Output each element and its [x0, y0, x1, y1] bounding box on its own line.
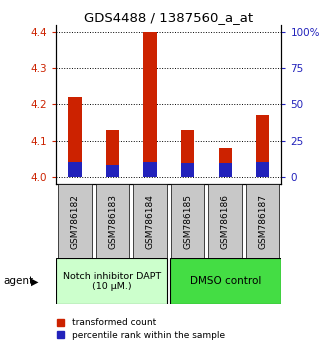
- Bar: [171, 184, 205, 258]
- Text: GSM786187: GSM786187: [258, 194, 267, 249]
- Bar: [181, 130, 194, 177]
- Bar: [58, 184, 92, 258]
- Text: GSM786185: GSM786185: [183, 194, 192, 249]
- Bar: [208, 184, 242, 258]
- Bar: [256, 115, 269, 177]
- Bar: [143, 32, 157, 177]
- Bar: [218, 148, 232, 177]
- Bar: [106, 165, 119, 177]
- Bar: [143, 162, 157, 177]
- Text: Notch inhibitor DAPT
(10 μM.): Notch inhibitor DAPT (10 μM.): [63, 272, 161, 291]
- Text: agent: agent: [3, 276, 33, 286]
- Bar: [218, 163, 232, 177]
- Bar: [181, 163, 194, 177]
- Legend: transformed count, percentile rank within the sample: transformed count, percentile rank withi…: [57, 318, 225, 340]
- Bar: [56, 258, 167, 304]
- Text: GSM786184: GSM786184: [146, 194, 155, 249]
- Text: DMSO control: DMSO control: [190, 276, 261, 286]
- Bar: [69, 162, 82, 177]
- Bar: [96, 184, 129, 258]
- Bar: [133, 184, 167, 258]
- Text: GSM786182: GSM786182: [71, 194, 79, 249]
- Bar: [170, 258, 281, 304]
- Bar: [256, 162, 269, 177]
- Title: GDS4488 / 1387560_a_at: GDS4488 / 1387560_a_at: [84, 11, 253, 24]
- Text: ▶: ▶: [31, 276, 39, 286]
- Text: GSM786186: GSM786186: [220, 194, 230, 249]
- Text: GSM786183: GSM786183: [108, 194, 117, 249]
- Bar: [69, 97, 82, 177]
- Bar: [106, 130, 119, 177]
- Bar: [246, 184, 279, 258]
